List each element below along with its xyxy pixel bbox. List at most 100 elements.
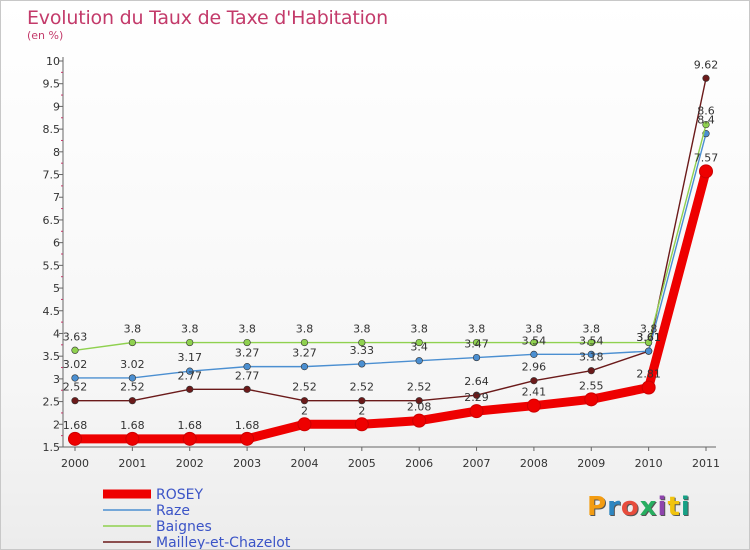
x-tick-label: 2004 bbox=[290, 457, 318, 470]
data-label-mailley-et-chazelot: 2.77 bbox=[177, 369, 202, 382]
data-point-raze bbox=[472, 353, 481, 362]
y-tick-label: 4.5 bbox=[43, 305, 61, 318]
y-tick-label: 8.5 bbox=[43, 123, 61, 136]
data-label-raze: 3.17 bbox=[177, 351, 202, 364]
logo-letter: t bbox=[667, 492, 681, 522]
data-point-mailley-et-chazelot bbox=[530, 377, 538, 385]
data-point-rosey bbox=[182, 431, 197, 446]
data-label-mailley-et-chazelot: 2.52 bbox=[407, 381, 432, 394]
data-point-mailley-et-chazelot bbox=[415, 397, 423, 405]
data-label-raze: 3.33 bbox=[350, 344, 375, 357]
data-point-raze bbox=[645, 347, 653, 355]
logo-letter: i bbox=[657, 492, 668, 522]
y-tick-label: 2 bbox=[53, 418, 60, 431]
data-label-rosey: 2.41 bbox=[522, 386, 547, 399]
data-point-baignes bbox=[186, 338, 194, 347]
data-label-baignes: 3.8 bbox=[238, 323, 256, 336]
data-point-baignes bbox=[530, 338, 538, 347]
data-label-rosey: 1.68 bbox=[63, 419, 88, 432]
data-point-rosey bbox=[125, 431, 140, 446]
data-label-raze: 3.4 bbox=[410, 341, 428, 354]
data-label-baignes: 3.8 bbox=[181, 323, 199, 336]
data-point-rosey bbox=[240, 431, 255, 446]
y-tick-label: 3.5 bbox=[43, 350, 61, 363]
y-tick-label: 7.5 bbox=[43, 169, 61, 182]
data-label-mailley-et-chazelot: 2.52 bbox=[63, 381, 88, 394]
data-label-baignes: 3.8 bbox=[468, 323, 486, 336]
data-point-baignes bbox=[358, 338, 366, 347]
data-label-mailley-et-chazelot: 2.96 bbox=[522, 361, 547, 374]
data-point-raze bbox=[186, 367, 194, 375]
x-tick-label: 2007 bbox=[463, 457, 491, 470]
data-point-rosey bbox=[412, 413, 427, 428]
data-label-rosey: 2.29 bbox=[464, 391, 489, 404]
data-point-mailley-et-chazelot bbox=[243, 385, 251, 393]
data-point-baignes bbox=[702, 120, 710, 129]
x-tick-label: 2010 bbox=[635, 457, 663, 470]
series-line-baignes bbox=[74, 123, 707, 351]
data-label-baignes: 3.8 bbox=[583, 323, 601, 336]
data-point-rosey bbox=[584, 392, 599, 407]
data-label-baignes: 3.8 bbox=[296, 323, 314, 336]
proxiti-logo: Proxiti bbox=[587, 492, 691, 522]
data-point-mailley-et-chazelot bbox=[702, 74, 710, 82]
data-point-raze bbox=[530, 350, 538, 358]
data-point-rosey bbox=[641, 380, 656, 395]
series-line-mailley-et-chazelot bbox=[74, 77, 707, 402]
data-point-raze bbox=[587, 350, 595, 358]
data-point-rosey bbox=[297, 417, 312, 432]
data-point-baignes bbox=[472, 338, 481, 347]
data-point-mailley-et-chazelot bbox=[128, 397, 136, 405]
data-point-rosey bbox=[354, 417, 369, 432]
y-tick-label: 5.5 bbox=[43, 259, 61, 272]
data-label-raze: 3.54 bbox=[522, 334, 547, 347]
logo-letter: i bbox=[680, 492, 691, 522]
data-label-rosey: 2 bbox=[301, 404, 308, 417]
data-label-baignes: 3.8 bbox=[410, 323, 428, 336]
x-tick-label: 2008 bbox=[520, 457, 548, 470]
data-label-rosey: 1.68 bbox=[235, 419, 260, 432]
data-label-rosey: 2.81 bbox=[636, 368, 661, 381]
legend-label-baignes: Baignes bbox=[156, 519, 212, 535]
data-point-baignes bbox=[71, 346, 79, 354]
legend-label-raze: Raze bbox=[156, 503, 190, 519]
series-line-rosey bbox=[70, 166, 711, 444]
data-label-raze: 8.4 bbox=[697, 114, 715, 127]
x-tick-label: 2001 bbox=[118, 457, 146, 470]
legend-label-rosey: ROSEY bbox=[156, 487, 203, 503]
data-label-baignes: 3.8 bbox=[525, 323, 543, 336]
data-point-baignes bbox=[645, 338, 653, 347]
x-tick-label: 2005 bbox=[348, 457, 376, 470]
data-label-rosey: 1.68 bbox=[120, 419, 145, 432]
legend-label-mailley-et-chazelot: Mailley-et-Chazelot bbox=[156, 535, 291, 549]
data-label-raze: 3.47 bbox=[464, 338, 489, 351]
y-tick-label: 6.5 bbox=[43, 214, 61, 227]
data-point-baignes bbox=[415, 338, 423, 347]
data-label-rosey: 2.55 bbox=[579, 379, 604, 392]
y-tick-label: 4 bbox=[53, 327, 60, 340]
x-tick-label: 2002 bbox=[176, 457, 204, 470]
logo-letter: r bbox=[607, 492, 621, 522]
data-point-baignes bbox=[300, 338, 309, 347]
data-label-rosey: 1.68 bbox=[177, 419, 202, 432]
y-tick-label: 6 bbox=[53, 237, 60, 250]
y-tick-label: 5 bbox=[53, 282, 60, 295]
y-tick-label: 9 bbox=[53, 100, 60, 113]
data-point-rosey bbox=[469, 404, 484, 419]
logo-letter: P bbox=[587, 492, 608, 522]
data-point-raze bbox=[71, 374, 79, 382]
series-line-raze bbox=[74, 132, 707, 379]
data-point-mailley-et-chazelot bbox=[300, 397, 309, 405]
data-label-rosey: 2.08 bbox=[407, 401, 432, 414]
y-tick-label: 8 bbox=[53, 146, 60, 159]
data-point-rosey bbox=[68, 431, 82, 446]
data-point-raze bbox=[358, 360, 366, 368]
data-point-raze bbox=[243, 363, 251, 371]
data-label-baignes: 3.8 bbox=[353, 323, 371, 336]
data-label-baignes: 8.6 bbox=[697, 105, 715, 118]
y-tick-label: 2.5 bbox=[43, 396, 61, 409]
x-tick-label: 2003 bbox=[233, 457, 261, 470]
data-label-mailley-et-chazelot: 9.62 bbox=[694, 58, 719, 71]
data-point-raze bbox=[300, 363, 309, 371]
